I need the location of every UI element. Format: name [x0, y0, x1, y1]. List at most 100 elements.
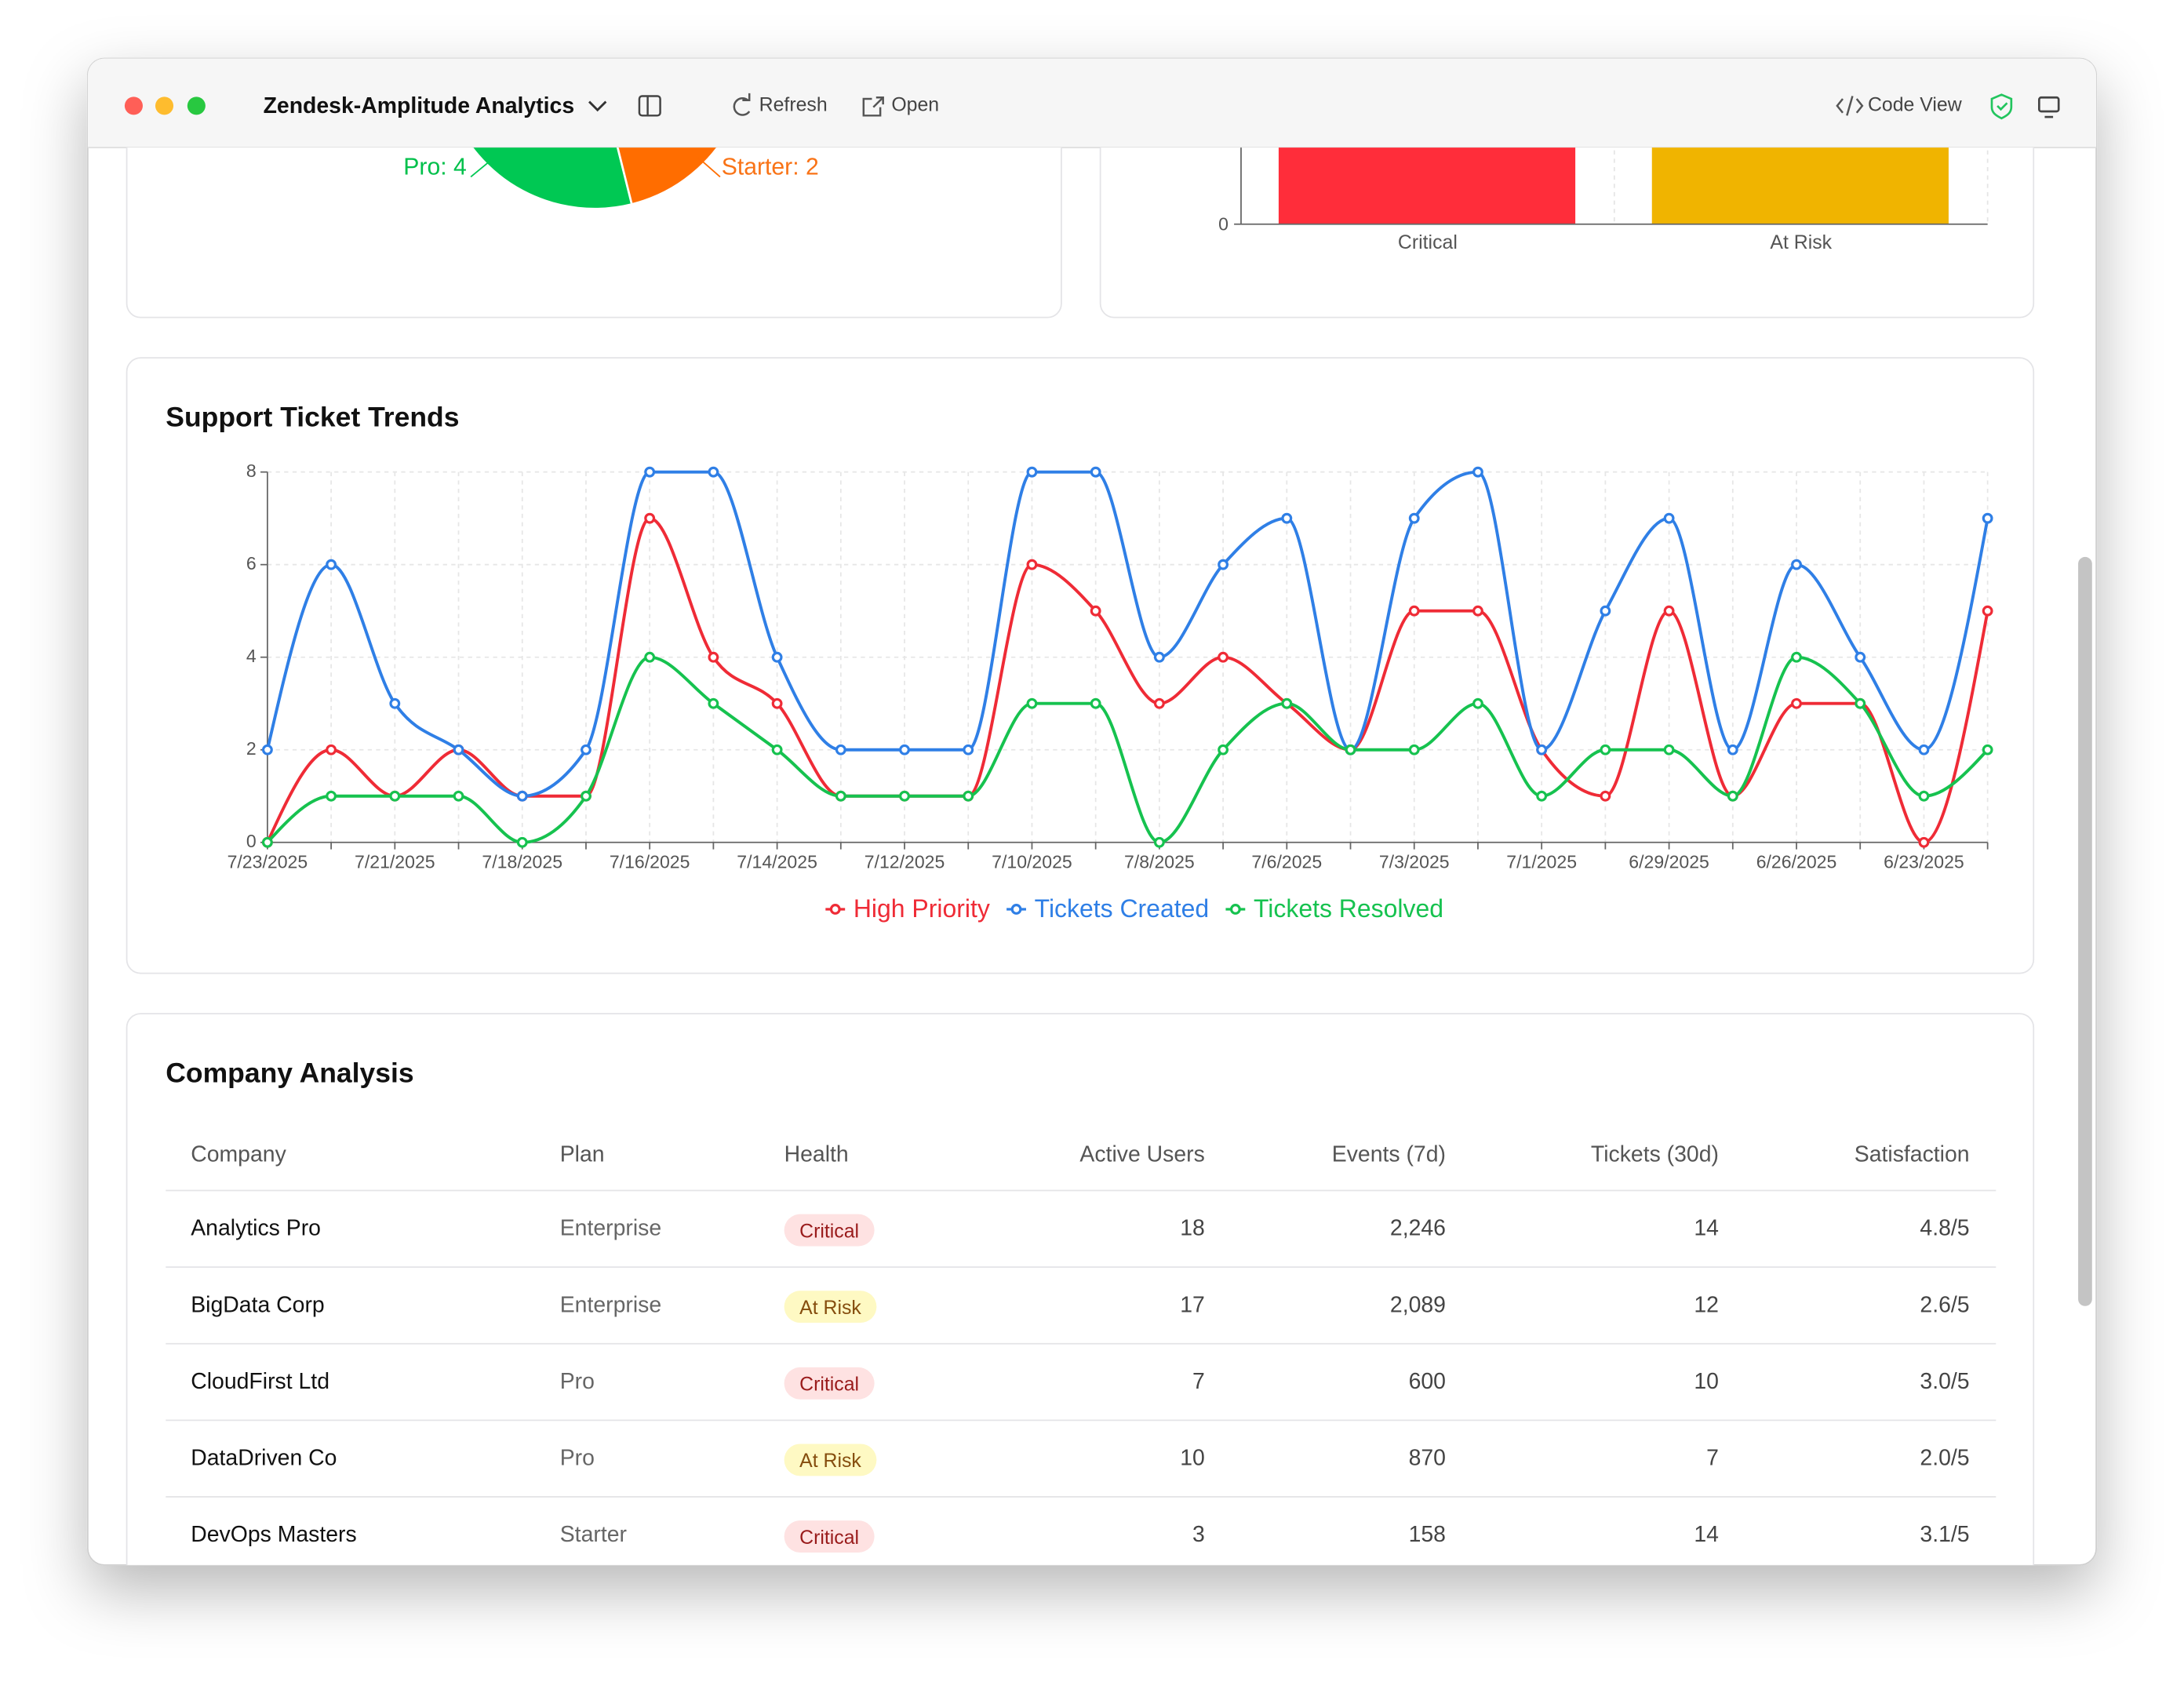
minimize-button[interactable] — [155, 96, 174, 115]
table-cell: 17 — [1180, 1292, 1205, 1317]
window-title[interactable]: Zendesk-Amplitude Analytics — [264, 93, 575, 118]
table-cell: Pro — [560, 1369, 595, 1394]
data-point — [1218, 559, 1229, 570]
data-point — [1536, 790, 1548, 802]
company-name: CloudFirst Ltd — [191, 1369, 329, 1394]
scrollbar-thumb[interactable] — [2078, 556, 2092, 1306]
pie-label: Pro: 4 — [403, 155, 466, 180]
x-tick-label: 6/29/2025 — [1629, 851, 1709, 872]
table-cell: 870 — [1409, 1446, 1446, 1471]
column-header: Satisfaction — [1855, 1142, 1970, 1167]
x-tick-label: 6/23/2025 — [1884, 851, 1964, 872]
refresh-icon[interactable] — [733, 93, 751, 116]
bar — [1651, 147, 1949, 224]
table-cell: 10 — [1694, 1369, 1719, 1394]
table-cell: 7 — [1192, 1369, 1205, 1394]
zoom-button[interactable] — [187, 96, 206, 115]
data-point — [835, 744, 846, 755]
health-badge — [784, 1291, 877, 1323]
health-label: Critical — [799, 1374, 859, 1396]
data-point — [1408, 512, 1420, 524]
open-icon[interactable] — [862, 96, 884, 117]
table-cell: 14 — [1694, 1522, 1719, 1547]
x-tick-label: 7/12/2025 — [864, 851, 945, 872]
y-tick-label: 6 — [246, 553, 257, 573]
table-cell: 3.0/5 — [1920, 1369, 1969, 1394]
data-point — [899, 790, 910, 802]
code-view-icon[interactable] — [1836, 96, 1864, 116]
company-card — [126, 1013, 2035, 1565]
data-point — [1663, 605, 1675, 617]
data-point — [261, 836, 273, 848]
table-cell: 2,089 — [1390, 1292, 1446, 1317]
data-point — [1663, 744, 1675, 755]
table-cell: Starter — [560, 1522, 627, 1547]
plan-card — [126, 147, 1062, 319]
company-table: Company Plan Health Active Users Events (7d)… — [166, 1142, 1997, 1553]
trends-card — [126, 357, 2035, 974]
y-tick-label: 0 — [246, 831, 257, 851]
line-chart: 0 2 4 6 8 7/23/2025 7/21/2025 7/18/2025 7/16/202… — [228, 461, 1993, 923]
health-badge — [784, 1444, 877, 1476]
table-cell: 158 — [1409, 1522, 1446, 1547]
y-tick-label: 8 — [246, 461, 257, 481]
table-cell: 10 — [1180, 1446, 1205, 1471]
x-tick-label: Critical — [1398, 232, 1458, 253]
column-header: Health — [784, 1142, 849, 1167]
pie-slice-pro — [471, 147, 633, 210]
x-tick-label: 6/26/2025 — [1756, 851, 1837, 872]
table-cell: 7 — [1706, 1446, 1719, 1471]
table-cell: 2,246 — [1390, 1216, 1446, 1241]
display-icon[interactable] — [2038, 96, 2060, 118]
data-point — [708, 466, 719, 478]
table-cell: Pro — [560, 1446, 595, 1471]
pie-leader — [470, 156, 495, 178]
data-point — [1982, 744, 1993, 755]
x-tick-label: 7/14/2025 — [737, 851, 817, 872]
bar — [1278, 147, 1576, 224]
data-point — [1727, 790, 1738, 802]
data-point — [1600, 744, 1611, 755]
data-point — [1791, 651, 1802, 663]
chart-title: Support Ticket Trends — [166, 402, 459, 433]
legend-item: Tickets Resolved — [1225, 894, 1443, 923]
close-button[interactable] — [124, 96, 143, 115]
shield-icon[interactable] — [1990, 93, 2013, 120]
data-point — [1855, 697, 1866, 709]
company-name: DevOps Masters — [191, 1522, 356, 1547]
data-point — [326, 790, 337, 802]
code-view-button[interactable]: Code View — [1868, 94, 1962, 115]
sidebar-toggle[interactable] — [638, 95, 661, 117]
data-point — [1345, 744, 1356, 755]
y-tick-label: 4 — [246, 646, 257, 666]
y-tick-label: 0 — [1218, 214, 1228, 235]
data-point — [1982, 605, 1993, 617]
data-point — [771, 744, 783, 755]
x-tick-label: 7/10/2025 — [992, 851, 1072, 872]
x-tick-label: 7/23/2025 — [228, 851, 308, 872]
data-point — [1090, 466, 1101, 478]
refresh-button[interactable]: Refresh — [759, 94, 828, 115]
x-tick-label: 7/18/2025 — [482, 851, 562, 872]
table-cell: Enterprise — [560, 1216, 661, 1241]
data-point — [581, 744, 592, 755]
data-point — [1663, 512, 1675, 524]
data-point — [1472, 466, 1483, 478]
y-tick-label: 2 — [246, 738, 257, 759]
data-point — [1026, 697, 1038, 709]
open-button[interactable]: Open — [891, 94, 939, 115]
table-cell: 4.8/5 — [1920, 1216, 1969, 1241]
data-point — [453, 790, 464, 802]
company-name: Analytics Pro — [191, 1216, 321, 1241]
data-point — [1026, 466, 1038, 478]
data-point — [644, 512, 656, 524]
data-point — [1153, 836, 1165, 848]
column-header: Events (7d) — [1332, 1142, 1446, 1167]
data-point — [389, 790, 401, 802]
data-point — [963, 744, 974, 755]
x-tick-label: 7/21/2025 — [355, 851, 435, 872]
data-point — [1090, 605, 1101, 617]
health-label: At Risk — [799, 1451, 861, 1472]
title-chevron[interactable] — [588, 100, 607, 112]
